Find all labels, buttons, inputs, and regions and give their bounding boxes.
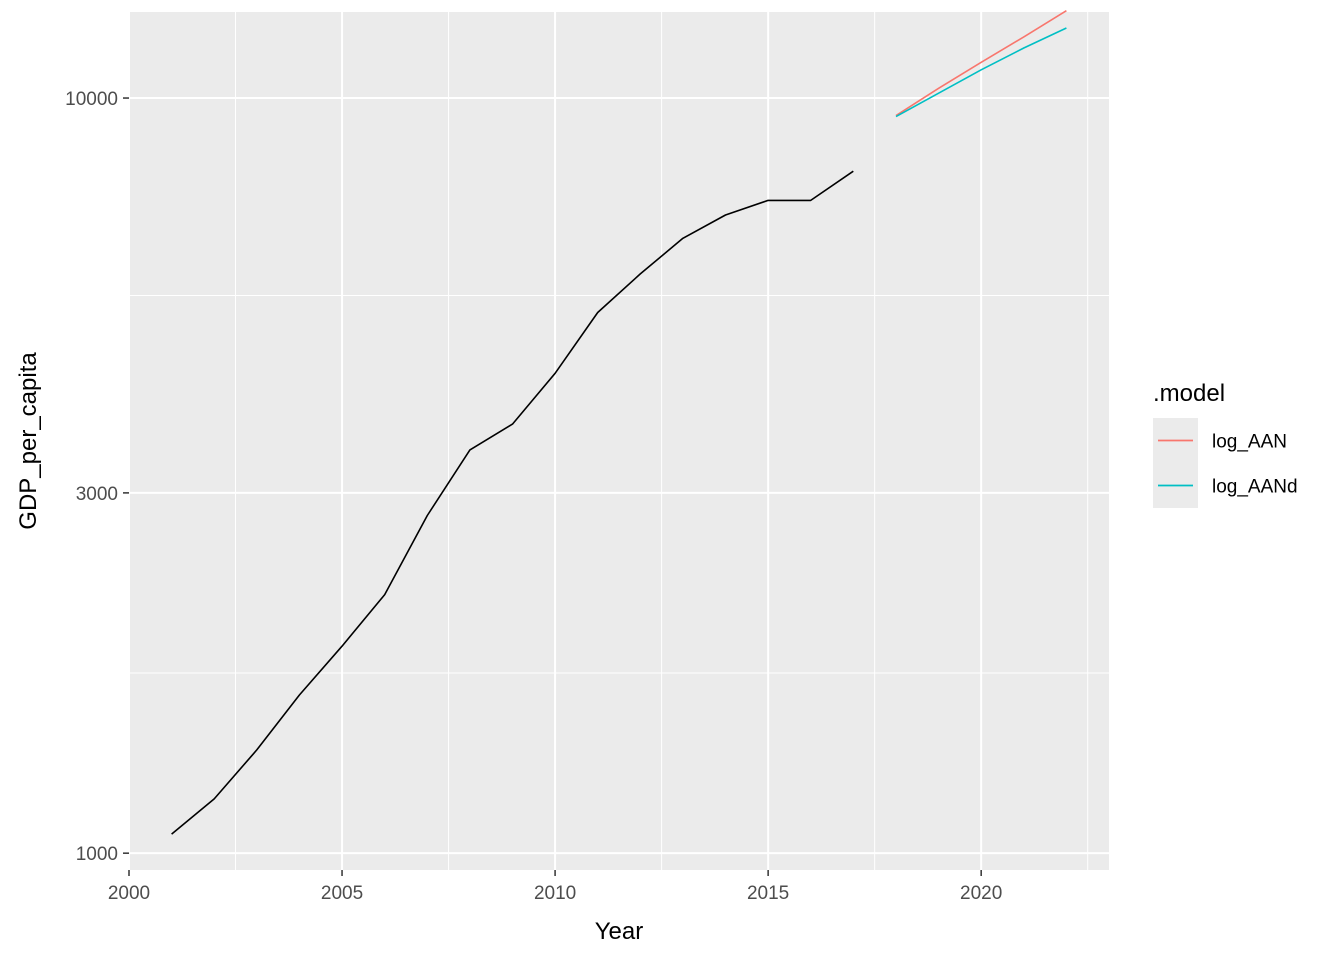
grid-major [128, 12, 1109, 870]
y-tick-label: 1000 [76, 844, 118, 865]
x-tick-label: 2005 [321, 883, 363, 904]
x-tick-label: 2010 [534, 883, 576, 904]
y-axis-ticks: 1000 3000 10000 [65, 89, 129, 865]
grid-minor [129, 12, 1109, 870]
legend-title: .model [1153, 380, 1225, 407]
x-axis-ticks: 2000 2005 2010 2015 2020 [108, 870, 1002, 904]
series-line-observed [171, 170, 854, 835]
series-line-log_AAN [895, 10, 1067, 117]
x-tick-label: 2015 [747, 883, 789, 904]
series-layer [171, 10, 1067, 835]
y-axis-title: GDP_per_capita [15, 352, 42, 530]
series-line-log_AANd [895, 27, 1067, 118]
legend-label: log_AAN [1212, 432, 1287, 453]
legend-label: log_AANd [1212, 477, 1298, 498]
x-axis-title: Year [595, 918, 644, 945]
legend: .model log_AAN log_AANd [1153, 380, 1298, 508]
y-tick-label: 10000 [65, 89, 118, 110]
x-tick-label: 2020 [960, 883, 1002, 904]
y-tick-label: 3000 [76, 484, 118, 505]
x-tick-label: 2000 [108, 883, 150, 904]
plot-panel [129, 12, 1109, 870]
